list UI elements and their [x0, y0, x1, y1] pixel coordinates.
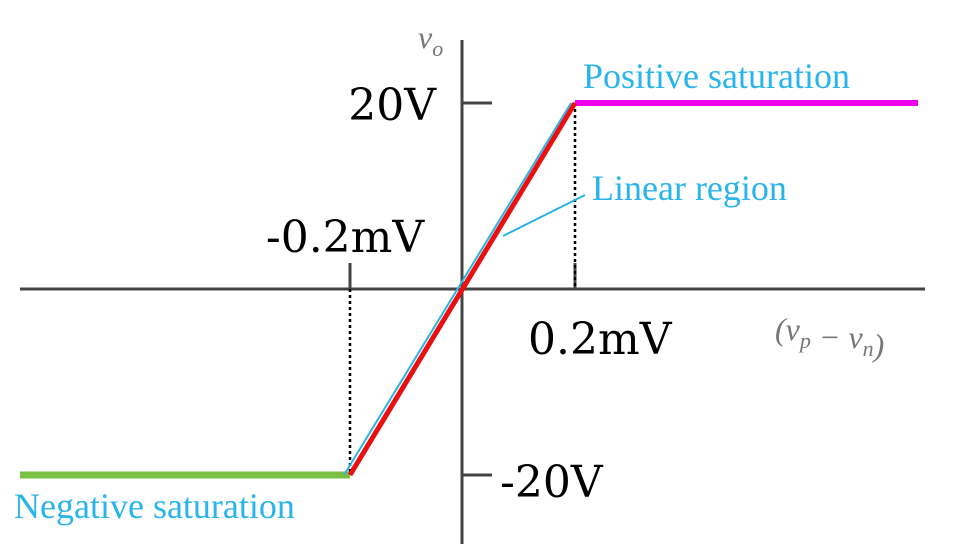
label-part: ) — [872, 327, 885, 363]
y-tick-label: -20V — [500, 457, 604, 508]
y-axis-label: vo — [418, 19, 443, 61]
x-tick-label: -0.2mV — [266, 212, 426, 263]
x-axis-label: (vp − vn) — [775, 311, 884, 363]
linear-line — [347, 101, 578, 477]
linear-line-underlay — [343, 102, 572, 476]
annotation: Negative saturation — [14, 486, 295, 526]
label-part: − — [811, 319, 849, 355]
x-tick-label: 0.2mV — [528, 314, 673, 365]
label-part: o — [432, 36, 443, 61]
leader-line — [502, 194, 586, 237]
label-part: v — [786, 311, 801, 347]
label-part: v — [848, 319, 863, 355]
y-tick-label: 20V — [348, 80, 437, 131]
label-part: p — [798, 328, 811, 353]
annotation: Linear region — [592, 168, 787, 208]
label-part: ( — [775, 311, 788, 347]
label-part: v — [418, 19, 433, 55]
annotation: Positive saturation — [583, 56, 850, 96]
label-part: n — [863, 336, 874, 361]
